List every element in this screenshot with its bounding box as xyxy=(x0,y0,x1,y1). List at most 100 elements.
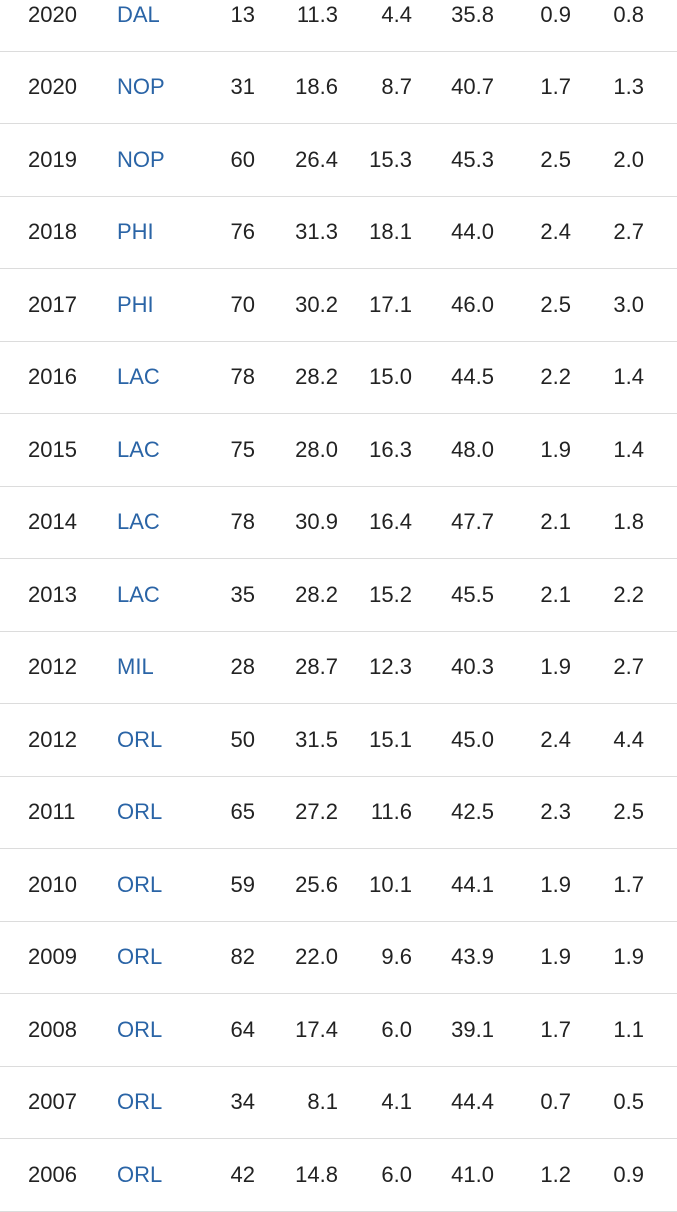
rebounds-per-game: 4.1 xyxy=(381,1089,412,1115)
assists-per-game: 2.4 xyxy=(540,219,571,245)
season-year: 2012 xyxy=(28,726,77,752)
blocks-per-game: 2.5 xyxy=(613,799,644,825)
rebounds-per-game: 10.1 xyxy=(369,871,412,897)
season-year: 2008 xyxy=(28,1016,77,1042)
season-year: 2006 xyxy=(28,1161,77,1187)
field-goal-pct: 46.0 xyxy=(451,291,494,317)
points-per-game: 31.5 xyxy=(295,726,338,752)
points-per-game: 11.3 xyxy=(296,1,338,27)
table-row: 2019 NOP 60 26.4 15.3 45.3 2.5 2.0 xyxy=(0,124,677,197)
rebounds-per-game: 18.1 xyxy=(369,219,412,245)
rebounds-per-game: 15.1 xyxy=(369,726,412,752)
games-played: 75 xyxy=(230,436,255,462)
team-link[interactable]: ORL xyxy=(117,799,163,825)
table-row: 2008 ORL 64 17.4 6.0 39.1 1.7 1.1 xyxy=(0,994,677,1067)
games-played: 64 xyxy=(230,1016,255,1042)
assists-per-game: 1.9 xyxy=(540,944,571,970)
games-played: 42 xyxy=(230,1161,255,1187)
field-goal-pct: 45.5 xyxy=(451,581,494,607)
table-row: 2006 ORL 42 14.8 6.0 41.0 1.2 0.9 xyxy=(0,1139,677,1212)
points-per-game: 30.9 xyxy=(295,509,338,535)
assists-per-game: 0.9 xyxy=(540,1,571,27)
blocks-per-game: 1.9 xyxy=(613,944,644,970)
team-link[interactable]: PHI xyxy=(117,219,154,245)
team-link[interactable]: ORL xyxy=(117,1016,163,1042)
season-year: 2012 xyxy=(28,654,77,680)
rebounds-per-game: 6.0 xyxy=(381,1016,412,1042)
games-played: 76 xyxy=(230,219,255,245)
table-row: 2016 LAC 78 28.2 15.0 44.5 2.2 1.4 xyxy=(0,342,677,414)
team-link[interactable]: ORL xyxy=(117,944,163,970)
games-played: 65 xyxy=(230,799,255,825)
team-link[interactable]: LAC xyxy=(117,509,160,535)
assists-per-game: 1.9 xyxy=(540,654,571,680)
field-goal-pct: 47.7 xyxy=(451,509,494,535)
field-goal-pct: 41.0 xyxy=(451,1161,494,1187)
season-year: 2009 xyxy=(28,944,77,970)
points-per-game: 22.0 xyxy=(295,944,338,970)
table-row: 2007 ORL 34 8.1 4.1 44.4 0.7 0.5 xyxy=(0,1067,677,1139)
games-played: 50 xyxy=(230,726,255,752)
assists-per-game: 2.1 xyxy=(540,581,571,607)
games-played: 13 xyxy=(230,1,255,27)
points-per-game: 31.3 xyxy=(295,219,338,245)
points-per-game: 27.2 xyxy=(295,799,338,825)
assists-per-game: 2.5 xyxy=(540,291,571,317)
team-link[interactable]: NOP xyxy=(117,74,165,100)
games-played: 70 xyxy=(230,291,255,317)
field-goal-pct: 44.4 xyxy=(451,1089,494,1115)
team-link[interactable]: ORL xyxy=(117,1161,163,1187)
field-goal-pct: 44.5 xyxy=(451,364,494,390)
table-row: 2014 LAC 78 30.9 16.4 47.7 2.1 1.8 xyxy=(0,487,677,559)
table-row: 2020 NOP 31 18.6 8.7 40.7 1.7 1.3 xyxy=(0,52,677,124)
field-goal-pct: 44.1 xyxy=(451,871,494,897)
team-link[interactable]: ORL xyxy=(117,726,163,752)
team-link[interactable]: ORL xyxy=(117,871,163,897)
points-per-game: 25.6 xyxy=(295,871,338,897)
field-goal-pct: 45.3 xyxy=(451,146,494,172)
assists-per-game: 2.3 xyxy=(540,799,571,825)
assists-per-game: 1.9 xyxy=(540,871,571,897)
team-link[interactable]: ORL xyxy=(117,1089,163,1115)
blocks-per-game: 2.7 xyxy=(613,219,644,245)
blocks-per-game: 0.9 xyxy=(613,1161,644,1187)
season-year: 2018 xyxy=(28,219,77,245)
team-link[interactable]: LAC xyxy=(117,581,160,607)
season-year: 2015 xyxy=(28,436,77,462)
points-per-game: 28.2 xyxy=(295,581,338,607)
assists-per-game: 2.4 xyxy=(540,726,571,752)
season-year: 2007 xyxy=(28,1089,77,1115)
assists-per-game: 2.2 xyxy=(540,364,571,390)
team-link[interactable]: PHI xyxy=(117,291,154,317)
blocks-per-game: 0.5 xyxy=(613,1089,644,1115)
blocks-per-game: 1.4 xyxy=(613,436,644,462)
assists-per-game: 1.9 xyxy=(540,436,571,462)
table-row: 2012 MIL 28 28.7 12.3 40.3 1.9 2.7 xyxy=(0,632,677,704)
points-per-game: 28.0 xyxy=(295,436,338,462)
table-row: 2020 DAL 13 11.3 4.4 35.8 0.9 0.8 xyxy=(0,0,677,52)
rebounds-per-game: 15.0 xyxy=(369,364,412,390)
rebounds-per-game: 17.1 xyxy=(369,291,412,317)
team-link[interactable]: LAC xyxy=(117,364,160,390)
rebounds-per-game: 9.6 xyxy=(381,944,412,970)
season-year: 2020 xyxy=(28,1,77,27)
points-per-game: 30.2 xyxy=(295,291,338,317)
blocks-per-game: 2.7 xyxy=(613,654,644,680)
assists-per-game: 1.2 xyxy=(540,1161,571,1187)
rebounds-per-game: 8.7 xyxy=(381,74,412,100)
blocks-per-game: 4.4 xyxy=(613,726,644,752)
rebounds-per-game: 15.2 xyxy=(369,581,412,607)
team-link[interactable]: NOP xyxy=(117,146,165,172)
team-link[interactable]: LAC xyxy=(117,436,160,462)
blocks-per-game: 0.8 xyxy=(613,1,644,27)
season-year: 2010 xyxy=(28,871,77,897)
table-row: 2010 ORL 59 25.6 10.1 44.1 1.9 1.7 xyxy=(0,849,677,922)
blocks-per-game: 1.7 xyxy=(613,871,644,897)
games-played: 82 xyxy=(230,944,255,970)
team-link[interactable]: MIL xyxy=(117,654,154,680)
team-link[interactable]: DAL xyxy=(117,1,160,27)
assists-per-game: 1.7 xyxy=(540,74,571,100)
table-row: 2018 PHI 76 31.3 18.1 44.0 2.4 2.7 xyxy=(0,197,677,269)
field-goal-pct: 40.3 xyxy=(451,654,494,680)
